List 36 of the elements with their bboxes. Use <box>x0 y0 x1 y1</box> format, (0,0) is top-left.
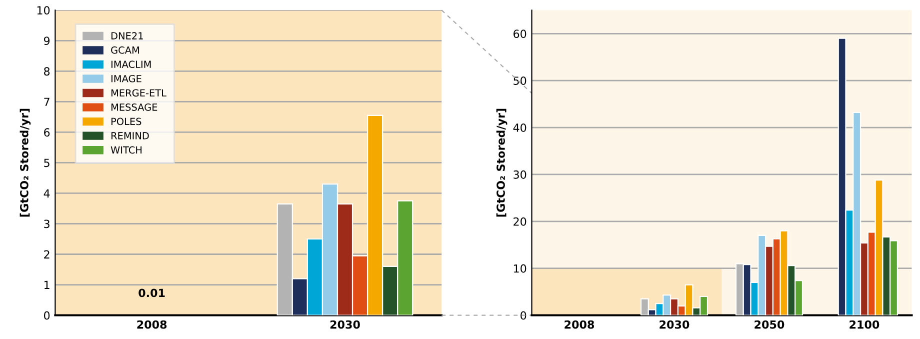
y-tick-label: 10 <box>514 264 526 273</box>
y-tick-label: 0 <box>44 311 50 320</box>
y-tick-label: 2 <box>44 250 50 258</box>
y-tick-label: 20 <box>514 217 526 226</box>
y-tick-label: 9 <box>44 36 50 46</box>
y-tick-label: 7 <box>44 98 50 106</box>
legend-label: DNE21 <box>111 32 143 40</box>
legend-label: REMIND <box>111 132 149 140</box>
y-tick-label: 4 <box>44 189 50 198</box>
annotation: 0.01 <box>138 288 165 298</box>
legend-label: POLES <box>111 118 142 126</box>
y-tick-label: 30 <box>514 170 526 179</box>
y-tick-label: 1 <box>44 280 50 289</box>
y-tick-label: 6 <box>44 128 50 137</box>
y-tick-label: 10 <box>37 6 50 15</box>
x-tick-label: 2030 <box>660 320 690 329</box>
legend-label: WITCH <box>110 146 142 154</box>
y-axis-title: [GtCO₂ Stored/yr] <box>496 108 508 217</box>
y-tick-label: 50 <box>514 76 526 85</box>
x-tick-label: 2008 <box>137 320 167 329</box>
x-tick-label: 2050 <box>754 320 784 329</box>
y-tick-label: 5 <box>44 158 50 168</box>
legend-label: IMAGE <box>111 74 142 82</box>
y-axis-title: [GtCO₂ Stored/yr] <box>20 108 31 217</box>
legend-label: IMACLIM <box>111 60 151 68</box>
y-tick-label: 60 <box>514 30 526 38</box>
y-tick-label: 8 <box>44 67 50 76</box>
y-tick-label: 3 <box>44 220 50 228</box>
y-tick-label: 0 <box>520 311 526 320</box>
legend-label: MERGE-ETL <box>111 89 166 97</box>
x-tick-label: 2008 <box>564 320 594 329</box>
legend-label: MESSAGE <box>111 103 158 111</box>
legend-label: GCAM <box>111 46 139 54</box>
x-tick-label: 2030 <box>330 320 360 329</box>
y-tick-label: 40 <box>513 123 526 132</box>
x-tick-label: 2100 <box>850 320 880 329</box>
